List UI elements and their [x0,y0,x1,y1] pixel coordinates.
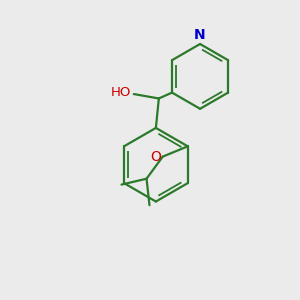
Text: O: O [150,150,161,164]
Text: N: N [194,28,206,42]
Text: HO: HO [111,86,131,99]
